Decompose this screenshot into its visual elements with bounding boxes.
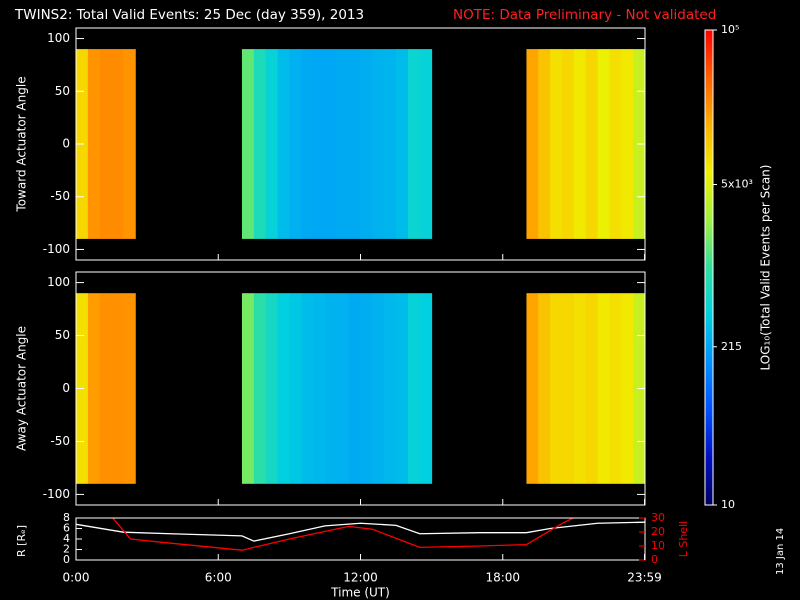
heat-cell — [372, 293, 385, 484]
colorbar-tick-label: 215 — [721, 340, 742, 353]
heat-cell — [301, 293, 314, 484]
heat-cell — [336, 49, 350, 239]
x-tick-label: 23:59 — [627, 571, 662, 585]
y-tick-label: 2 — [63, 543, 70, 556]
line-series — [111, 518, 575, 551]
heat-cell — [396, 293, 409, 484]
y2-tick-label: 0 — [651, 553, 658, 566]
heat-cell — [360, 49, 373, 239]
heat-cell — [573, 49, 587, 239]
line-series — [76, 521, 645, 542]
heat-cell — [396, 49, 409, 239]
heat-cell — [123, 293, 136, 484]
heat-cell — [550, 293, 563, 484]
heat-cell — [550, 49, 563, 239]
x-tick-label: 6:00 — [205, 571, 232, 585]
y-tick-label: 100 — [47, 275, 70, 289]
heat-cell — [324, 49, 338, 239]
heat-cell — [277, 293, 290, 484]
y-tick-label: -100 — [43, 487, 70, 501]
heat-cell — [538, 293, 551, 484]
heat-cell — [573, 293, 587, 484]
colorbar-tick-label: 10⁵ — [721, 23, 739, 36]
colorbar — [704, 29, 714, 506]
heat-cell — [123, 49, 136, 239]
side-note: 13 Jan 14 — [775, 528, 786, 575]
heat-cell — [526, 49, 539, 239]
heat-cell — [585, 293, 599, 484]
y2-tick-label: 30 — [651, 511, 665, 524]
y2-axis-label: L Shell — [677, 521, 690, 557]
heat-cell — [407, 293, 421, 484]
heat-cell — [597, 49, 610, 239]
heat-cell — [313, 49, 326, 239]
heat-cell — [609, 293, 622, 484]
heat-cell — [265, 49, 279, 239]
heat-cell — [277, 49, 290, 239]
y-tick-label: 0 — [62, 381, 70, 395]
heat-cell — [289, 49, 302, 239]
heat-cell — [111, 293, 124, 484]
y-tick-label: 50 — [55, 84, 70, 98]
note: NOTE: Data Preliminary - Not validated — [453, 7, 716, 23]
heat-cell — [313, 293, 326, 484]
heat-cell — [241, 49, 255, 239]
heat-cell — [99, 293, 113, 484]
heat-cell — [562, 293, 575, 484]
heat-cell — [324, 293, 338, 484]
y-axis-label: Away Actuator Angle — [15, 326, 29, 451]
heat-cell — [289, 293, 302, 484]
heat-cell — [538, 49, 551, 239]
heat-cell — [348, 293, 361, 484]
heat-cell — [407, 49, 421, 239]
y-axis-label: R [Rₑ] — [15, 525, 28, 557]
y-tick-label: 6 — [63, 522, 70, 535]
y2-tick-label: 20 — [651, 525, 665, 538]
y-tick-label: 100 — [47, 31, 70, 45]
heat-cell — [419, 49, 433, 239]
x-tick-label: 18:00 — [485, 571, 520, 585]
y-tick-label: -50 — [50, 189, 70, 203]
heat-cell — [419, 293, 433, 484]
x-axis-label: Time (UT) — [330, 586, 390, 600]
y-tick-label: -100 — [43, 242, 70, 256]
y2-tick-label: 10 — [651, 539, 665, 552]
chart-title: TWINS2: Total Valid Events: 25 Dec (day … — [14, 7, 364, 23]
y-tick-label: 0 — [63, 553, 70, 566]
heat-cell — [301, 49, 314, 239]
y-tick-label: 50 — [55, 328, 70, 342]
heat-cell — [336, 293, 350, 484]
heat-cell — [253, 293, 267, 484]
heat-cell — [384, 49, 397, 239]
heat-cell — [526, 293, 539, 484]
heat-cell — [609, 49, 622, 239]
heat-cell — [87, 293, 101, 484]
heat-cell — [87, 49, 101, 239]
y-tick-label: 4 — [63, 532, 70, 545]
heat-cell — [585, 49, 599, 239]
colorbar-tick-label: 10 — [721, 498, 735, 511]
heat-cell — [253, 49, 267, 239]
x-tick-label: 12:00 — [343, 571, 378, 585]
heat-cell — [348, 49, 361, 239]
heat-cell — [621, 49, 634, 239]
colorbar-tick-label: 5x10³ — [721, 177, 753, 190]
heat-cell — [99, 49, 113, 239]
y-tick-label: -50 — [50, 434, 70, 448]
heat-cell — [621, 293, 634, 484]
heat-cell — [360, 293, 373, 484]
heat-cell — [265, 293, 279, 484]
y-tick-label: 0 — [62, 137, 70, 151]
y-axis-label: Toward Actuator Angle — [15, 76, 29, 212]
y-tick-label: 8 — [63, 511, 70, 524]
heat-cell — [384, 293, 397, 484]
heat-cell — [111, 49, 124, 239]
heat-cell — [597, 293, 610, 484]
heat-cell — [372, 49, 385, 239]
heat-cell — [562, 49, 575, 239]
x-tick-label: 0:00 — [63, 571, 90, 585]
colorbar-label: LOG₁₀(Total Valid Events per Scan) — [759, 165, 773, 371]
heat-cell — [241, 293, 255, 484]
